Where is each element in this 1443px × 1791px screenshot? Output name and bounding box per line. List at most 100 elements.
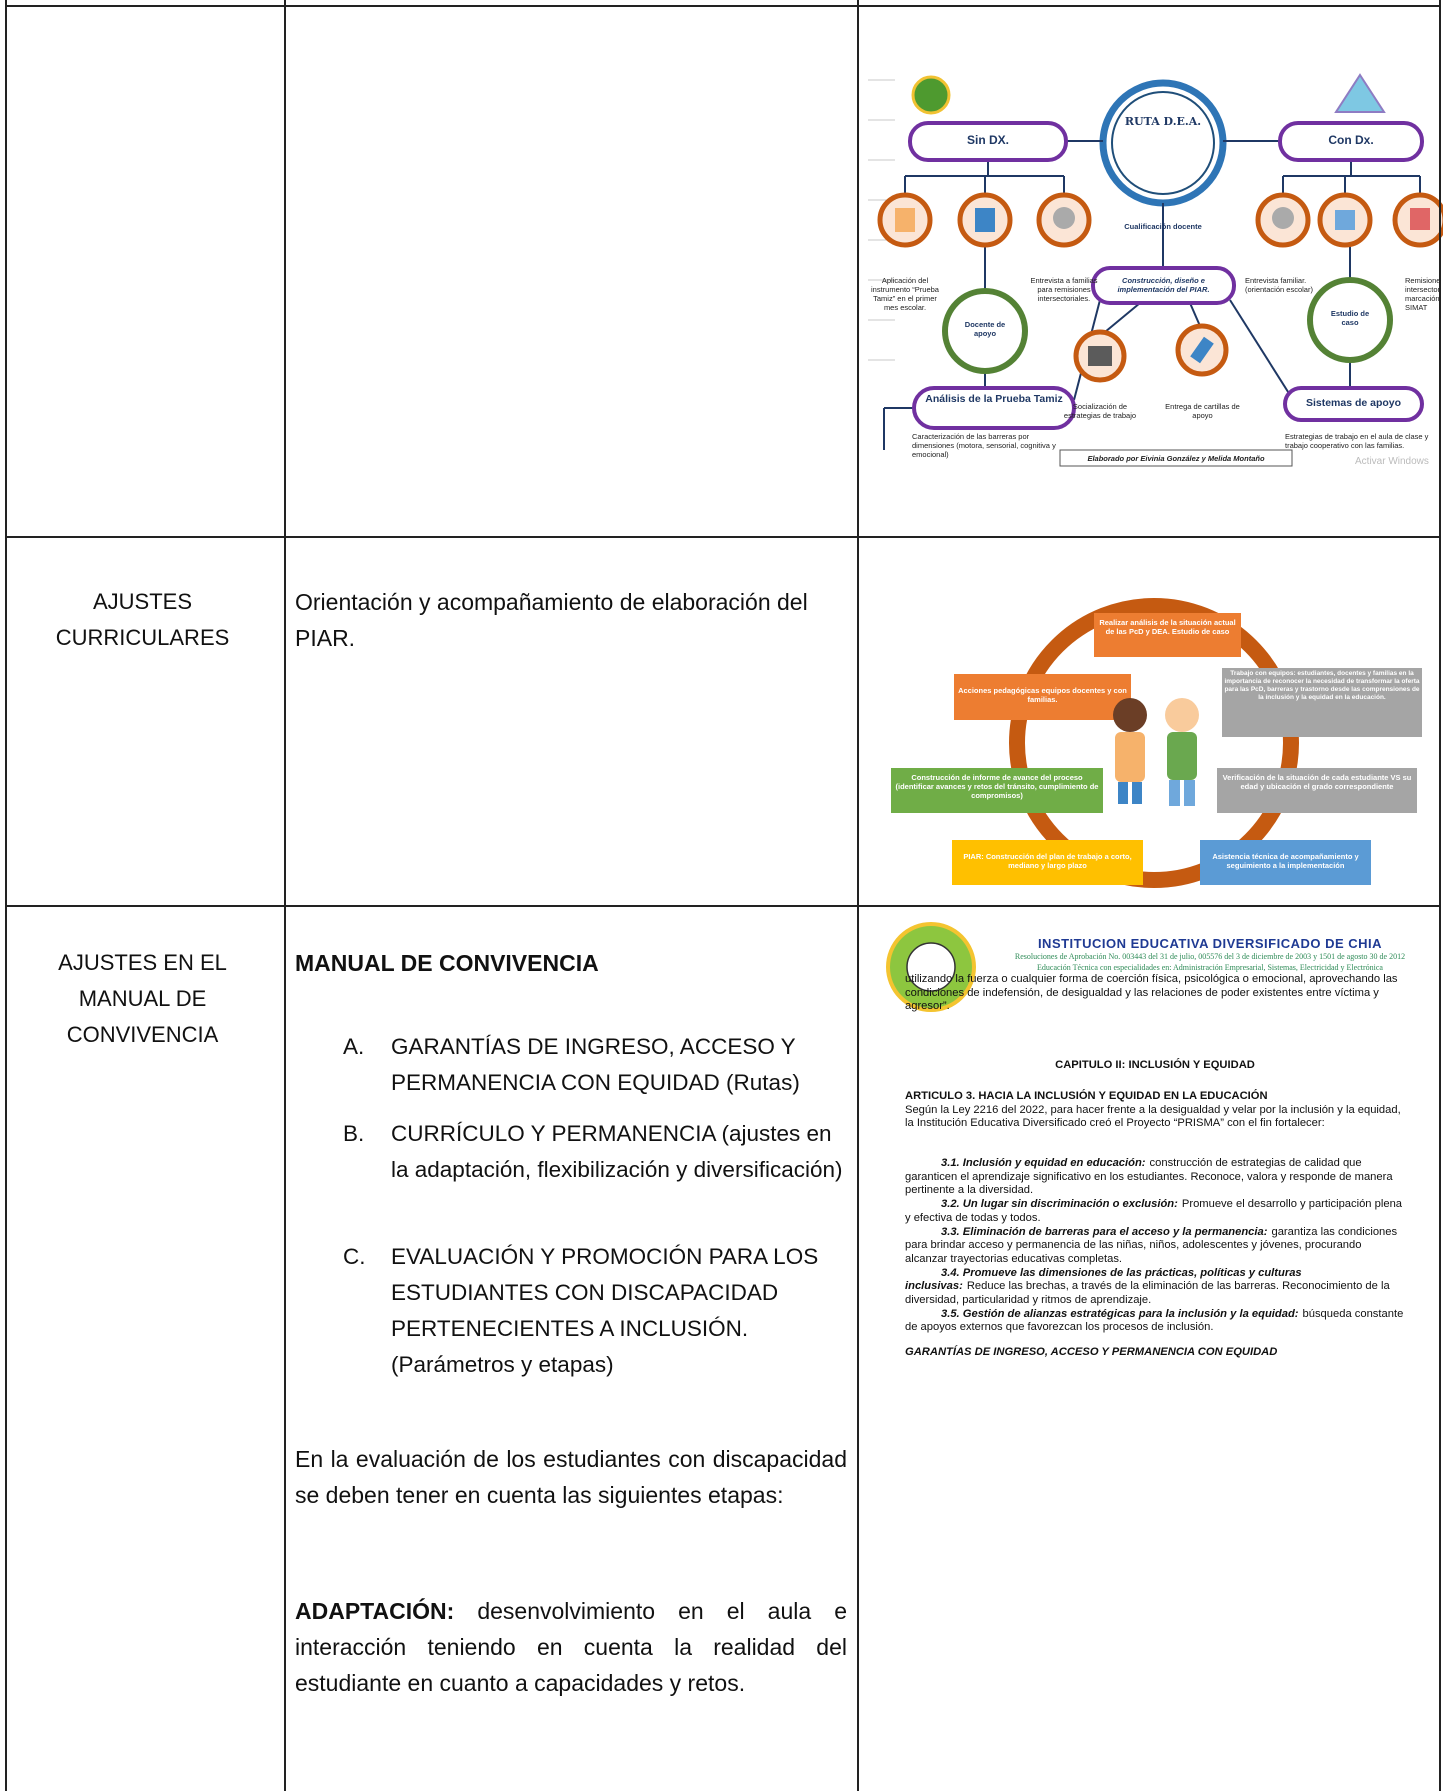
doc-items: 3.1. Inclusión y equidad en educación: co… bbox=[905, 1157, 1405, 1335]
table-border bbox=[1439, 0, 1441, 1791]
cell-text: Orientación y acompañamiento de elaborac… bbox=[295, 589, 808, 651]
list-item: A. GARANTÍAS DE INGRESO, ACCESO Y PERMANE… bbox=[343, 1029, 848, 1101]
row-label: AJUSTES CURRICULARES bbox=[55, 589, 230, 650]
step-box bbox=[1217, 768, 1417, 813]
cycle-diagram bbox=[891, 598, 1422, 888]
icons bbox=[895, 207, 1430, 366]
step-box bbox=[891, 768, 1103, 813]
doc-item: 3.3. Eliminación de barreras para el acc… bbox=[905, 1226, 1405, 1267]
step-label: Realizar análisis de la situación actual… bbox=[1099, 618, 1236, 636]
list-text: GARANTÍAS DE INGRESO, ACCESO Y PERMANENC… bbox=[391, 1034, 800, 1095]
note: Socialización de estrategias de trabajo bbox=[1063, 402, 1137, 420]
cell-paragraph: ADAPTACIÓN: desenvolvimiento en el aula … bbox=[295, 1593, 847, 1701]
table-border bbox=[5, 905, 1441, 907]
branch-label: Sin DX. bbox=[966, 133, 1009, 147]
note: Caracterización de las barreras por dime… bbox=[912, 432, 1056, 459]
cell-paragraph: En la evaluación de los estudiantes con … bbox=[295, 1446, 847, 1508]
doc-item: 3.2. Un lugar sin discriminación o exclu… bbox=[905, 1198, 1405, 1225]
node-label: Docente de apoyo bbox=[964, 320, 1006, 338]
doc-item-text: búsqueda constante de apoyos externos qu… bbox=[905, 1307, 1404, 1334]
cycle-ring bbox=[1009, 598, 1299, 888]
list-item: C. EVALUACIÓN Y PROMOCIÓN PARA LOS ESTUDI… bbox=[343, 1239, 848, 1383]
credit-box bbox=[1059, 449, 1293, 467]
school-info: Resoluciones de Aprobación No. 003443 de… bbox=[1014, 952, 1406, 961]
doc-item: 3.1. Inclusión y equidad en educación: co… bbox=[905, 1157, 1405, 1198]
row-label: AJUSTES EN EL MANUAL DE CONVIVENCIA bbox=[58, 950, 227, 1047]
logo bbox=[1334, 73, 1386, 113]
list-text: EVALUACIÓN Y PROMOCIÓN PARA LOS ESTUDIAN… bbox=[391, 1244, 819, 1377]
note: Remisiones intersectoriales marcación SI… bbox=[1405, 276, 1441, 312]
doc-item-lead: 3.2. Un lugar sin discriminación o exclu… bbox=[941, 1198, 1178, 1211]
logo bbox=[911, 75, 951, 115]
note: Entrevista a familias para remisiones in… bbox=[1030, 276, 1098, 303]
document-image bbox=[886, 922, 976, 1012]
branch-label: Con Dx. bbox=[1328, 133, 1374, 147]
diagram-title: RUTA D.E.A. bbox=[1124, 115, 1202, 128]
table-border bbox=[5, 0, 7, 1791]
pills bbox=[908, 121, 1424, 430]
node-label: Análisis de la Prueba Tamiz bbox=[925, 393, 1063, 405]
list-marker: A. bbox=[343, 1034, 365, 1059]
doc-item-text: Promueve el desarrollo y participación p… bbox=[905, 1198, 1403, 1224]
table-border bbox=[284, 0, 286, 1791]
term: ADAPTACIÓN: bbox=[295, 1598, 455, 1624]
table-border bbox=[5, 5, 1441, 7]
step-label: Construcción de informe de avance del pr… bbox=[895, 773, 1099, 800]
list-marker: C. bbox=[343, 1244, 366, 1269]
doc-item-text: construcción de estrategias de calidad q… bbox=[905, 1157, 1393, 1197]
note: Estrategias de trabajo en el aula de cla… bbox=[1285, 432, 1429, 450]
step-box bbox=[1200, 840, 1371, 885]
term-text: desenvolvimiento en el aula e interacció… bbox=[295, 1598, 847, 1696]
children bbox=[1113, 698, 1199, 806]
step-label: Acciones pedagógicas equipos docentes y … bbox=[958, 686, 1127, 704]
doc-item: 3.5. Gestión de alianzas estratégicas pa… bbox=[905, 1308, 1405, 1335]
step-box bbox=[954, 674, 1131, 720]
node-label: Construcción, diseño e implementación de… bbox=[1117, 276, 1210, 294]
step-box bbox=[1222, 668, 1422, 737]
note: Entrega de cartillas de apoyo bbox=[1165, 402, 1240, 420]
list-text: CURRÍCULO Y PERMANENCIA (ajustes en la a… bbox=[391, 1121, 843, 1182]
note: Entrevista familiar. (orientación escola… bbox=[1245, 276, 1313, 294]
doc-closing: GARANTÍAS DE INGRESO, ACCESO Y PERMANENC… bbox=[905, 1346, 1278, 1358]
doc-item-lead: 3.3. Eliminación de barreras para el acc… bbox=[941, 1225, 1268, 1238]
doc-item-lead: 3.5. Gestión de alianzas estratégicas pa… bbox=[941, 1307, 1299, 1320]
doc-item-text: Reduce las brechas, a través de la elimi… bbox=[905, 1280, 1390, 1307]
ruta-diagram bbox=[865, 40, 1443, 470]
list-item: B. CURRÍCULO Y PERMANENCIA (ajustes en la… bbox=[343, 1116, 848, 1188]
green-circles bbox=[942, 277, 1393, 374]
step-box bbox=[952, 840, 1143, 885]
school-logo bbox=[906, 942, 956, 992]
step-label: Verificación de la situación de cada est… bbox=[1222, 773, 1412, 791]
node-label: Estudio de caso bbox=[1330, 309, 1370, 327]
doc-item-lead: 3.4. Promueve las dimensiones de las prá… bbox=[905, 1266, 1302, 1293]
node-label: Sistemas de apoyo bbox=[1305, 397, 1402, 409]
doc-text: Según la Ley 2216 del 2022, para hacer f… bbox=[905, 1103, 1401, 1130]
table-border bbox=[857, 0, 859, 1791]
ruler bbox=[868, 79, 895, 361]
node-label: Cualificación docente bbox=[1124, 222, 1202, 231]
connectors bbox=[883, 140, 1421, 450]
doc-text: utilizando la fuerza o cualquier forma d… bbox=[905, 973, 1398, 1013]
table-border bbox=[5, 536, 1441, 538]
center-ring bbox=[1111, 91, 1215, 195]
step-label: PIAR: Construcción del plan de trabajo a… bbox=[963, 852, 1132, 870]
doc-chapter: CAPITULO II: INCLUSIÓN Y EQUIDAD bbox=[1055, 1059, 1255, 1071]
doc-item-lead: 3.1. Inclusión y equidad en educación: bbox=[941, 1157, 1146, 1169]
school-info: Educación Técnica con especialidades en:… bbox=[1037, 963, 1383, 972]
note: Aplicación del instrumento “Prueba Tamiz… bbox=[871, 276, 939, 312]
credit: Elaborado por Eivinia González y Melida … bbox=[1087, 454, 1265, 463]
watermark: Activar Windows bbox=[1355, 456, 1429, 467]
school-name: INSTITUCION EDUCATIVA DIVERSIFICADO DE C… bbox=[1037, 936, 1383, 951]
doc-article: ARTICULO 3. HACIA LA INCLUSIÓN Y EQUIDAD… bbox=[905, 1090, 1405, 1131]
doc-article-title: ARTICULO 3. HACIA LA INCLUSIÓN Y EQUIDAD… bbox=[905, 1090, 1268, 1102]
step-label: Trabajo con equipos: estudiantes, docent… bbox=[1224, 670, 1420, 701]
step-label: Asistencia técnica de acompañamiento y s… bbox=[1212, 852, 1359, 870]
list-marker: B. bbox=[343, 1121, 365, 1146]
doc-item-text: garantiza las condiciones para brindar a… bbox=[905, 1225, 1398, 1265]
cell-heading: MANUAL DE CONVIVENCIA bbox=[295, 950, 599, 976]
center-circle bbox=[1099, 79, 1227, 207]
doc-item: 3.4. Promueve las dimensiones de las prá… bbox=[905, 1267, 1405, 1308]
step-box bbox=[1094, 613, 1241, 657]
